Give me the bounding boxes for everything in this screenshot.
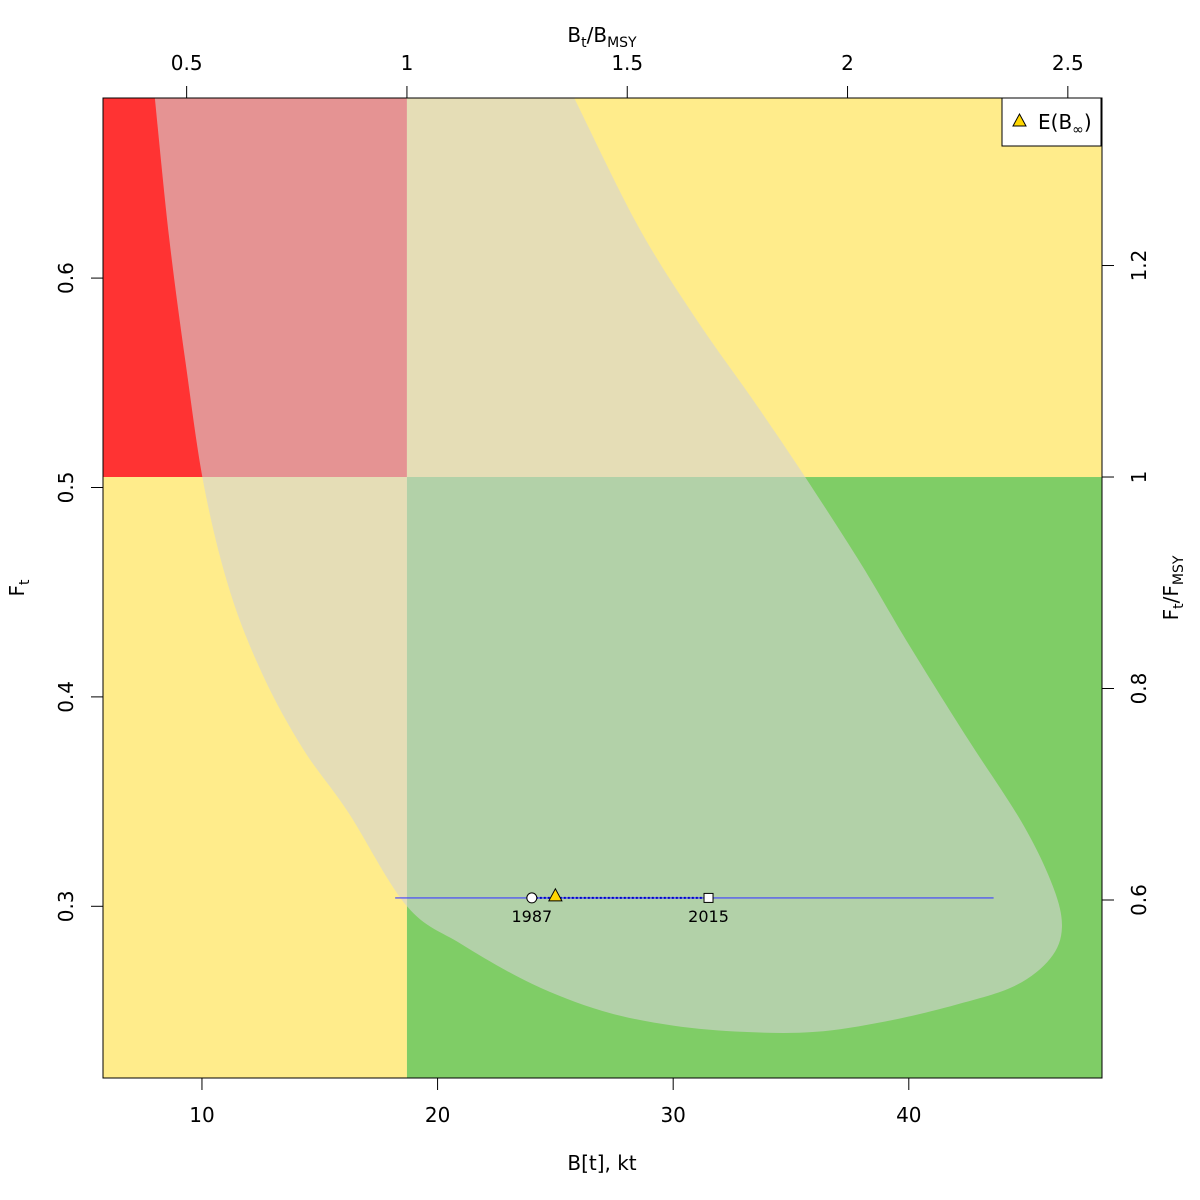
x-axis-bottom: 10 20 30 40 — [189, 1078, 922, 1127]
legend-triangle-icon — [1012, 112, 1027, 127]
x2-axis-title: Bt/BMSY — [567, 23, 637, 51]
expected-equilibrium-point — [548, 887, 563, 902]
y-axis-title: Ft — [5, 579, 33, 597]
y-tick-label: 0.5 — [54, 472, 78, 504]
plot-border — [102, 97, 1103, 1079]
confidence-region — [154, 98, 1062, 1033]
x-tick-label: 20 — [425, 1103, 450, 1127]
x-axis-title: B[t], kt — [567, 1151, 636, 1175]
x2-tick-label: 2 — [841, 51, 854, 75]
x-tick-label: 30 — [660, 1103, 685, 1127]
x2-tick-label: 2.5 — [1052, 51, 1084, 75]
x2-tick-label: 1.5 — [611, 51, 643, 75]
x2-tick-label: 0.5 — [171, 51, 203, 75]
year-label-2015: 2015 — [688, 907, 729, 926]
y2-tick-label: 1.2 — [1127, 250, 1151, 282]
legend-label: E(B∞) — [1038, 110, 1092, 138]
legend: E(B∞) — [1001, 97, 1102, 147]
trajectory-point-start — [526, 892, 538, 904]
y-tick-label: 0.3 — [54, 890, 78, 922]
trajectory-point-end — [703, 892, 714, 903]
x-axis-top: 0.5 1 1.5 2 2.5 — [171, 51, 1084, 98]
y2-tick-label: 0.6 — [1127, 884, 1151, 916]
y2-tick-label: 0.8 — [1127, 673, 1151, 705]
y-axis-left: 0.3 0.4 0.5 0.6 — [54, 262, 103, 922]
y2-tick-label: 1 — [1127, 471, 1151, 484]
y-tick-label: 0.6 — [54, 262, 78, 294]
points-layer: 1987 2015 — [511, 887, 729, 926]
y-tick-label: 0.4 — [54, 681, 78, 713]
y2-axis-title: Ft/FMSY — [1159, 555, 1187, 620]
x-tick-label: 40 — [896, 1103, 921, 1127]
y-axis-right: 0.6 0.8 1 1.2 — [1102, 250, 1151, 916]
x2-tick-label: 1 — [401, 51, 414, 75]
x-tick-label: 10 — [189, 1103, 214, 1127]
year-label-1987: 1987 — [511, 907, 552, 926]
